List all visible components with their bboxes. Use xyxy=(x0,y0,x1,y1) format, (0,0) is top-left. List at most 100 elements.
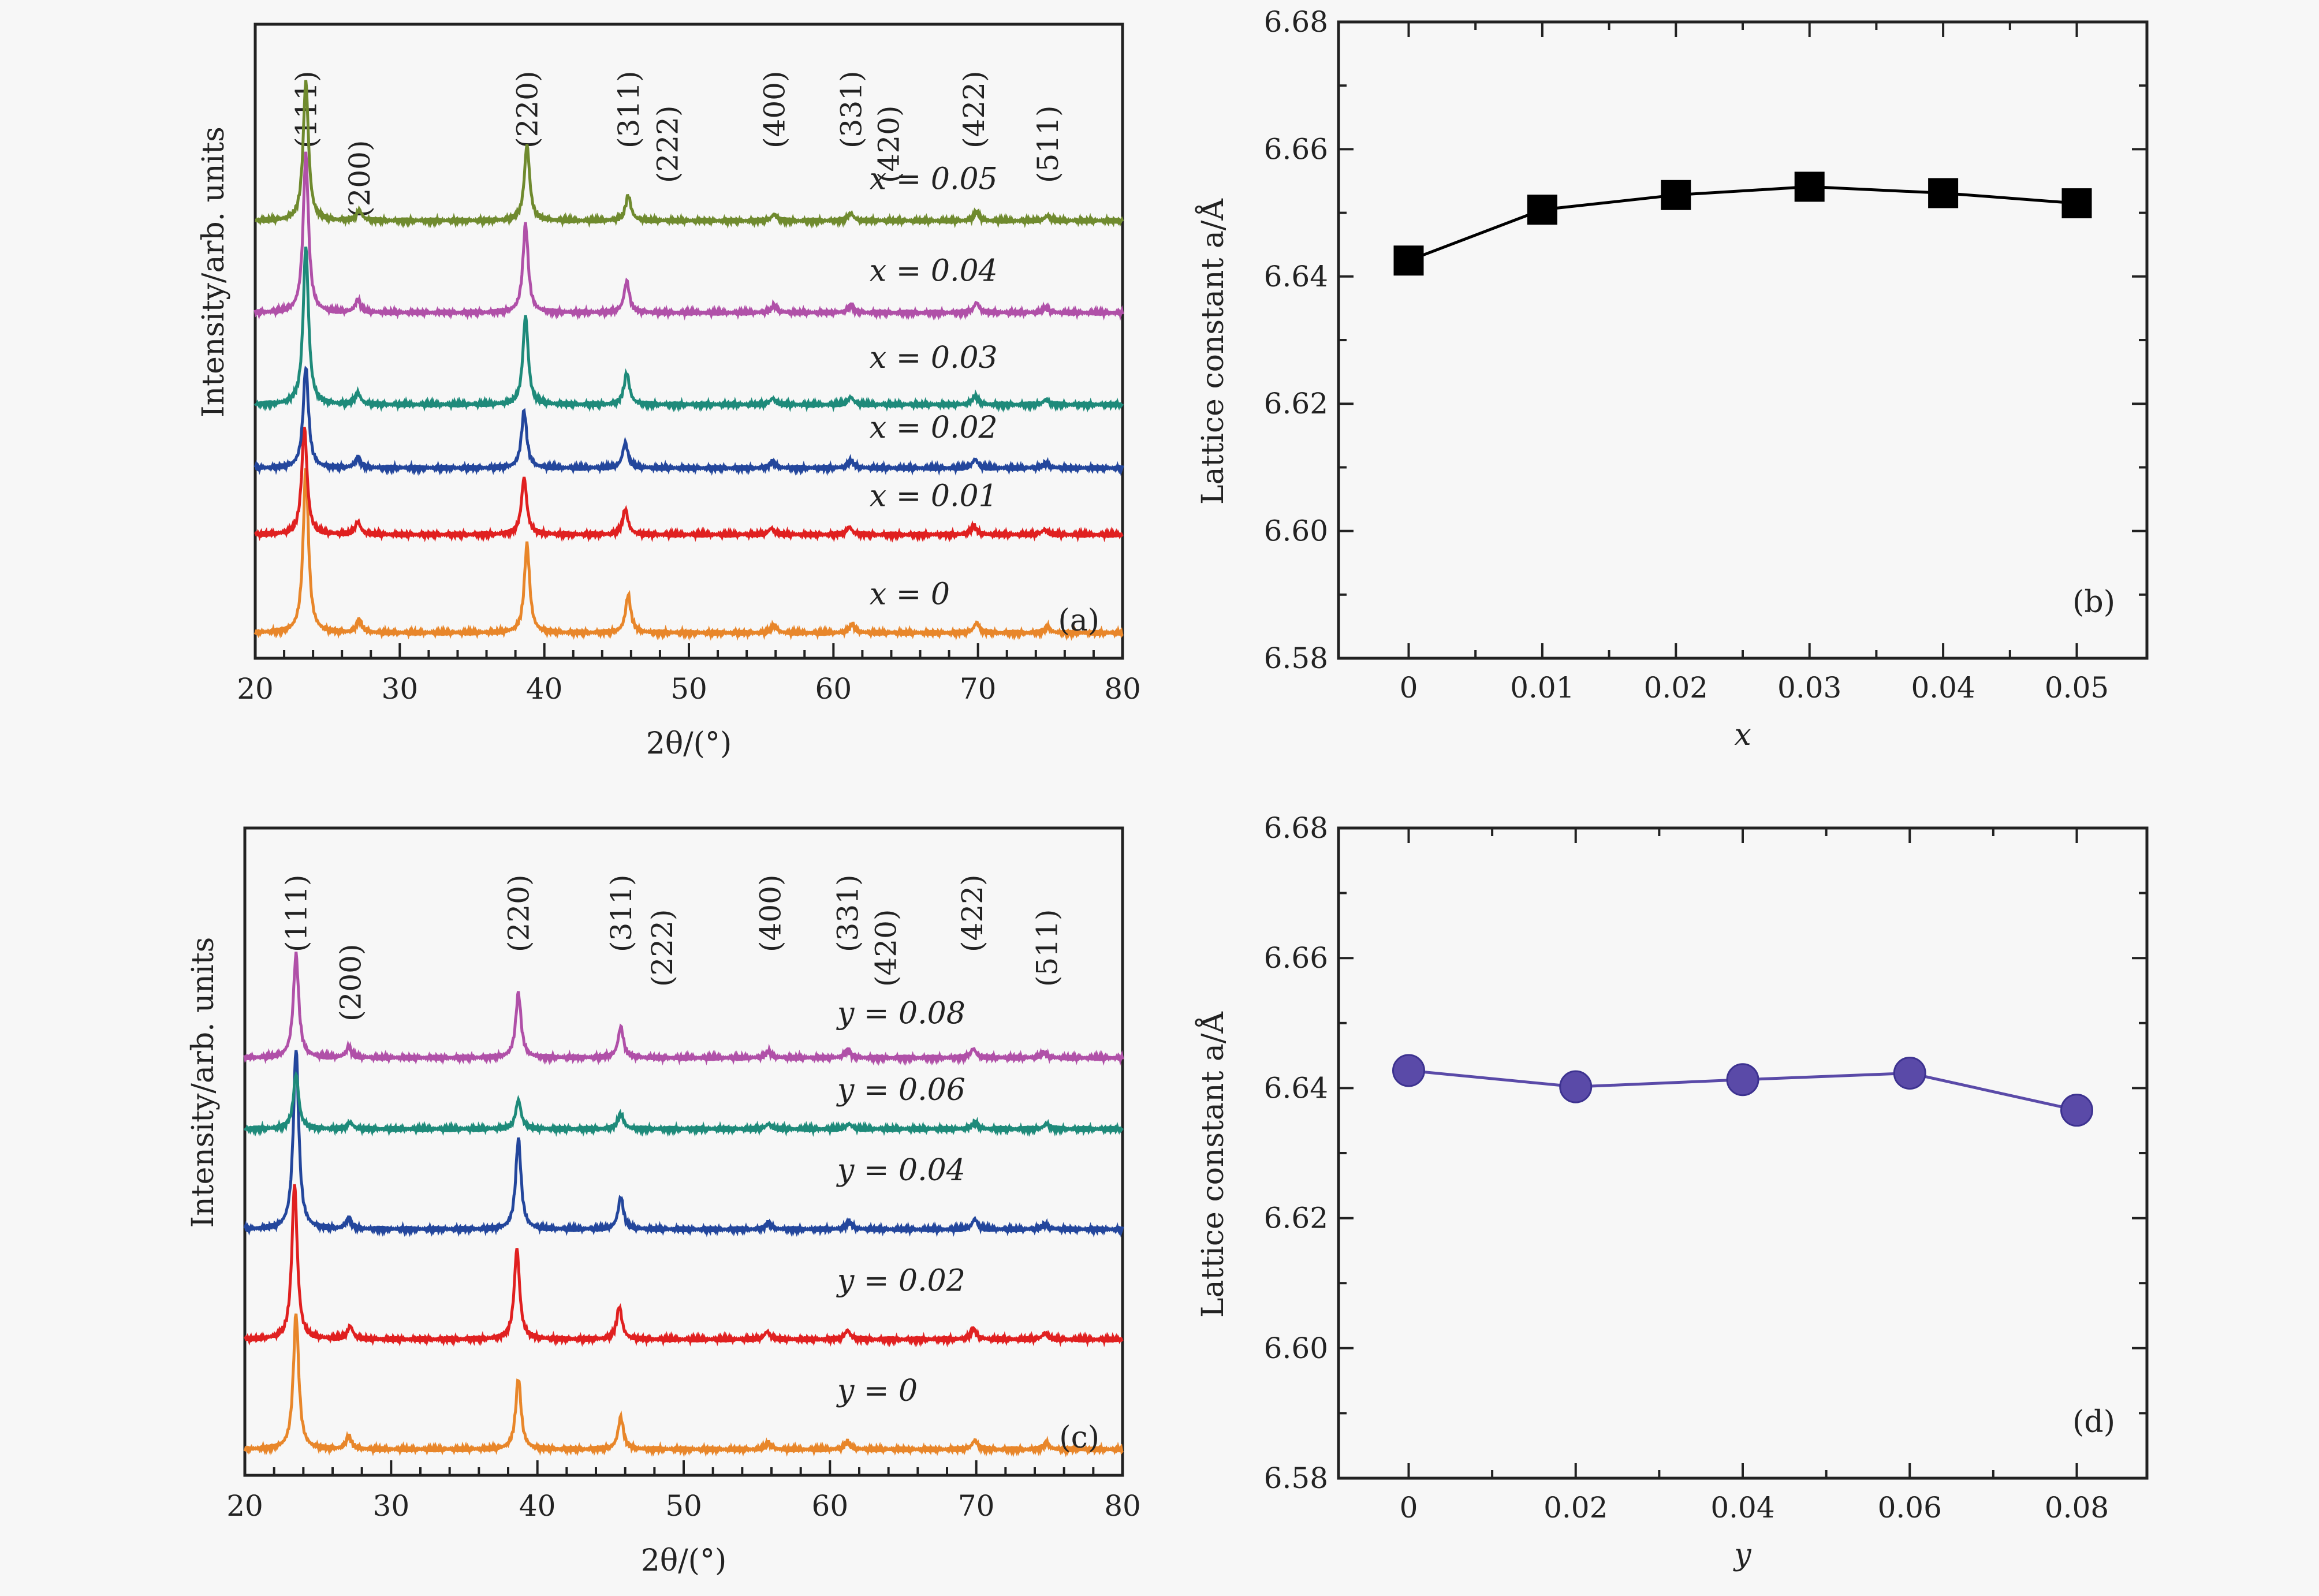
x-tick-label: 0.05 xyxy=(2045,671,2109,704)
xrd-series-line xyxy=(243,1050,1124,1238)
xrd-series-line xyxy=(253,468,1124,642)
panel-tag: (c) xyxy=(1059,1420,1099,1455)
plot-frame xyxy=(1337,20,2149,660)
panel-b-lattice-vs-x: 6.58 6.60 6.62 6.64 6.66 6.68 0 0.01 0.02 0.03 0.0… xyxy=(1195,5,2149,752)
x-tick-label: 0.02 xyxy=(1543,1491,1608,1524)
data-point-marker xyxy=(1893,1057,1926,1090)
plot-frame xyxy=(1337,826,2149,1480)
x-tick-label: 80 xyxy=(1104,672,1141,706)
series-label: x = 0.04 xyxy=(870,254,998,289)
x-tick-label: 20 xyxy=(226,1489,263,1523)
peak-label: (400) xyxy=(754,875,787,952)
y-tick-label: 6.64 xyxy=(1264,1071,1328,1105)
data-point-marker xyxy=(1928,178,1959,208)
peak-label: (220) xyxy=(511,71,545,148)
panel-a-xrd-x-series: 20 30 40 50 60 70 80 2θ/(°) Intensity/arb. units… xyxy=(196,23,1141,761)
y-axis-label: Lattice constant a/Å xyxy=(1195,1011,1231,1318)
data-point-marker xyxy=(1559,1070,1593,1103)
plot-frame xyxy=(243,826,1124,1477)
y-tick-label: 6.66 xyxy=(1264,132,1328,166)
x-tick-label: 40 xyxy=(519,1489,556,1523)
y-tick-label: 6.68 xyxy=(1264,5,1328,39)
data-point-marker xyxy=(1527,195,1557,225)
x-tick-label: 0.08 xyxy=(2045,1491,2109,1524)
y-tick-label: 6.62 xyxy=(1264,1202,1328,1235)
series-label: x = 0 xyxy=(870,577,950,612)
series-label: y = 0.02 xyxy=(836,1264,965,1299)
panel-tag: (a) xyxy=(1058,603,1099,638)
x-tick-label: 20 xyxy=(237,672,274,706)
peak-label: (311) xyxy=(605,875,638,952)
data-point-marker xyxy=(2061,188,2092,219)
panel-d-lattice-vs-y: 6.58 6.60 6.62 6.64 6.66 6.68 0 0.02 0.04 0.06 0.0… xyxy=(1195,811,2149,1572)
peak-label: (511) xyxy=(1030,909,1064,987)
x-tick-label: 70 xyxy=(958,1489,995,1523)
x-tick-label: 0 xyxy=(1400,1491,1418,1524)
x-axis-label: y xyxy=(1733,1538,1751,1572)
peak-label: (222) xyxy=(646,909,679,987)
xrd-series-line xyxy=(255,80,1124,229)
x-tick-label: 0 xyxy=(1400,671,1418,704)
xrd-series-line xyxy=(253,247,1124,413)
data-point-marker xyxy=(2060,1094,2094,1127)
peak-label: (200) xyxy=(343,140,376,218)
series-label: x = 0.01 xyxy=(870,479,998,513)
y-axis-label: Intensity/arb. units xyxy=(186,937,221,1228)
x-tick-label: 50 xyxy=(670,672,707,706)
data-point-marker xyxy=(1661,180,1691,210)
peak-label: (331) xyxy=(832,875,865,952)
series-label: y = 0.04 xyxy=(836,1153,965,1188)
xrd-series-line xyxy=(253,366,1124,476)
x-tick-label: 0.04 xyxy=(1710,1491,1774,1524)
xrd-series-line xyxy=(253,151,1124,321)
peak-label: (400) xyxy=(758,71,792,148)
series-label: x = 0.03 xyxy=(870,341,998,375)
y-axis-label: Lattice constant a/Å xyxy=(1195,198,1231,505)
peak-label: (511) xyxy=(1031,106,1065,183)
xrd-series-line xyxy=(244,1184,1124,1348)
x-tick-label: 0.02 xyxy=(1644,671,1708,704)
y-tick-label: 6.60 xyxy=(1264,514,1328,548)
peak-label: (422) xyxy=(956,875,989,952)
x-tick-label: 0.06 xyxy=(1878,1491,1942,1524)
data-point-marker xyxy=(1794,171,1825,202)
xrd-series-line xyxy=(243,952,1124,1067)
xrd-series-line xyxy=(243,1313,1124,1458)
peak-label: (420) xyxy=(872,106,905,183)
y-tick-label: 6.58 xyxy=(1264,1461,1328,1495)
series-label: y = 0 xyxy=(836,1374,918,1408)
panel-tag: (d) xyxy=(2072,1405,2115,1440)
peak-label: (222) xyxy=(651,106,684,183)
panel-c-xrd-y-series: 20 30 40 50 60 70 80 2θ/(°) Intensity/arb. units… xyxy=(186,826,1141,1578)
y-tick-label: 6.68 xyxy=(1264,811,1328,845)
data-point-marker xyxy=(1726,1063,1759,1097)
x-tick-label: 0.04 xyxy=(1911,671,1975,704)
x-tick-label: 0.01 xyxy=(1510,671,1574,704)
x-tick-label: 0.03 xyxy=(1777,671,1841,704)
series-label: y = 0.08 xyxy=(836,997,965,1031)
y-tick-label: 6.64 xyxy=(1264,260,1328,293)
x-tick-label: 30 xyxy=(382,672,419,706)
x-axis-label: x xyxy=(1734,718,1751,752)
y-axis-label: Intensity/arb. units xyxy=(196,126,231,417)
peak-label: (331) xyxy=(834,71,868,148)
series-label: x = 0.02 xyxy=(870,411,998,445)
peak-label: (220) xyxy=(502,875,536,952)
panel-tag: (b) xyxy=(2072,585,2115,620)
x-axis-label: 2θ/(°) xyxy=(646,726,732,761)
x-tick-label: 60 xyxy=(812,1489,849,1523)
y-tick-label: 6.60 xyxy=(1264,1332,1328,1365)
peak-label: (311) xyxy=(612,71,646,148)
xrd-series-line xyxy=(243,1071,1124,1138)
series-label: x = 0.05 xyxy=(870,162,998,196)
y-tick-label: 6.62 xyxy=(1264,387,1328,420)
peak-label: (111) xyxy=(280,875,314,952)
peak-label: (422) xyxy=(957,71,991,148)
lattice-line xyxy=(1408,185,2077,262)
x-tick-label: 30 xyxy=(373,1489,410,1523)
x-tick-label: 40 xyxy=(526,672,563,706)
x-axis-label: 2θ/(°) xyxy=(641,1543,726,1578)
data-point-marker xyxy=(1392,1054,1425,1087)
peak-label: (420) xyxy=(870,909,903,987)
